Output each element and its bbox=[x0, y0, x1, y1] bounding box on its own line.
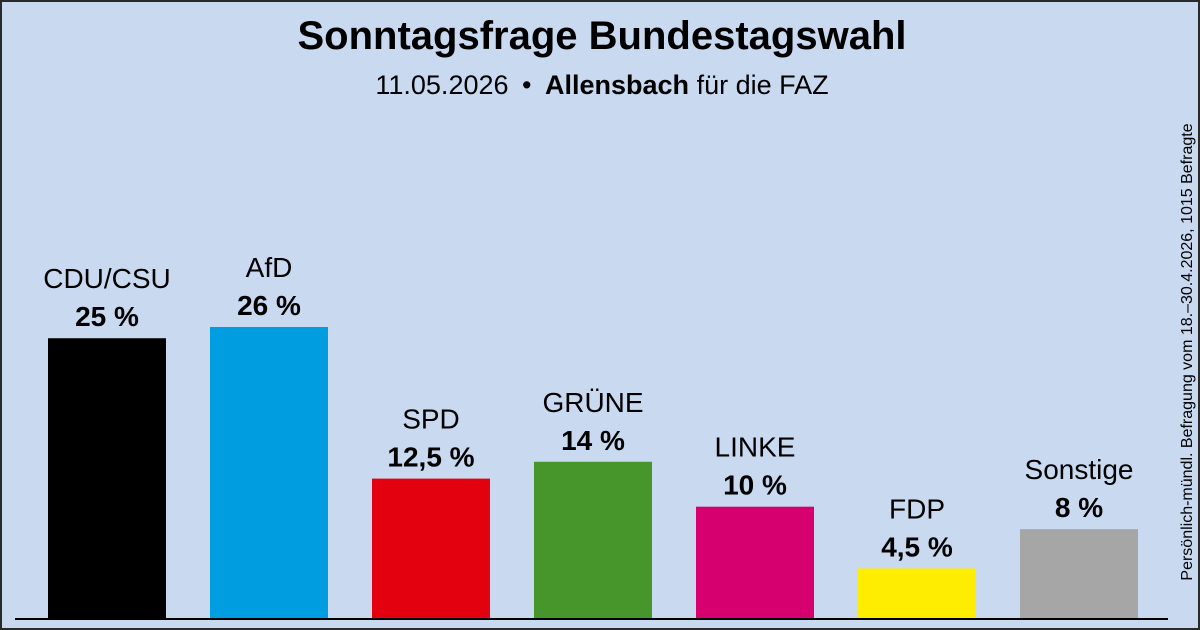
bar-group: 25 % CDU/CSU 26 % AfD 12,5 % SPD 14 % GRÜNE 10 %… bbox=[43, 252, 1138, 619]
value-label-cdu-csu: 25 % bbox=[75, 301, 139, 332]
bar-afd bbox=[210, 327, 328, 619]
category-label-fdp: FDP bbox=[889, 493, 945, 524]
bar-grüne bbox=[534, 461, 652, 619]
value-label-sonstige: 8 % bbox=[1055, 492, 1103, 523]
value-label-grüne: 14 % bbox=[561, 425, 625, 456]
chart-subtitle: 11.05.2026 • Allensbach für die FAZ bbox=[2, 70, 1200, 101]
category-label-sonstige: Sonstige bbox=[1025, 454, 1134, 485]
value-label-spd: 12,5 % bbox=[387, 442, 474, 473]
category-label-linke: LINKE bbox=[715, 432, 796, 463]
value-label-linke: 10 % bbox=[723, 470, 787, 501]
poll-client: für die FAZ bbox=[696, 70, 829, 100]
value-label-fdp: 4,5 % bbox=[881, 531, 953, 562]
category-label-afd: AfD bbox=[246, 252, 293, 283]
category-label-spd: SPD bbox=[402, 404, 460, 435]
bar-fdp bbox=[858, 568, 976, 619]
category-label-grüne: GRÜNE bbox=[542, 387, 643, 418]
subtitle-separator: • bbox=[522, 70, 532, 100]
value-label-afd: 26 % bbox=[237, 290, 301, 321]
bar-linke bbox=[696, 506, 814, 619]
category-label-cdu-csu: CDU/CSU bbox=[43, 263, 171, 294]
poll-institute: Allensbach bbox=[545, 70, 690, 100]
bar-spd bbox=[372, 478, 490, 619]
chart-title: Sonntagsfrage Bundestagswahl bbox=[297, 14, 907, 58]
bar-cdu-csu bbox=[48, 338, 166, 619]
poll-date: 11.05.2026 bbox=[375, 70, 509, 100]
bar-sonstige bbox=[1020, 529, 1138, 619]
